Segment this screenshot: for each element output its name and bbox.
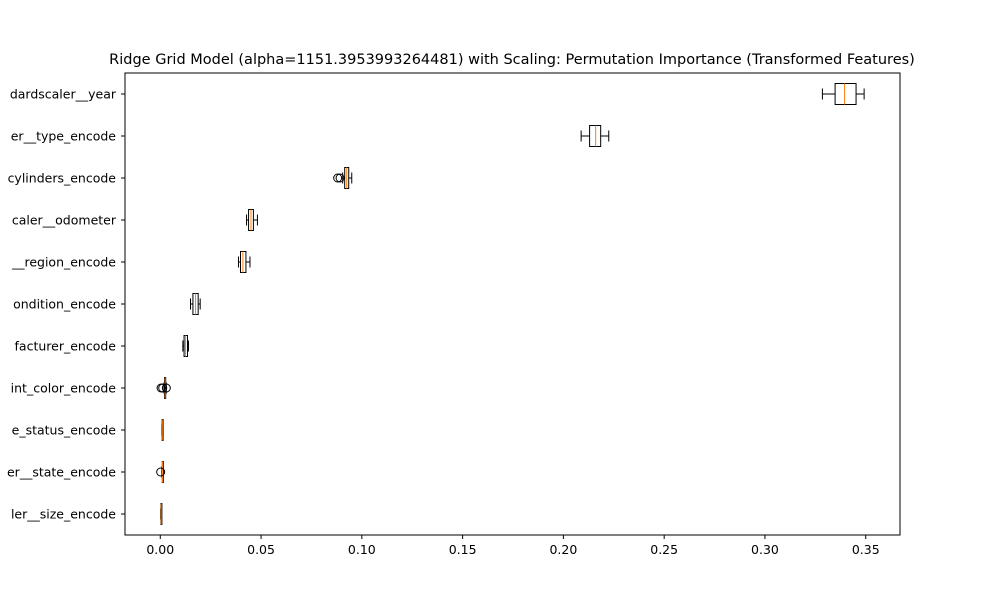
outlier-point <box>335 173 345 183</box>
box <box>834 83 857 105</box>
x-axis: 0.00 0.05 0.10 0.15 0.20 0.25 0.30 0.35 <box>146 535 880 557</box>
y-tick-label: ondition_encode <box>13 297 116 312</box>
axes-frame <box>124 72 901 536</box>
outlier-point <box>161 383 171 393</box>
x-tick-label: 0.15 <box>449 542 477 557</box>
outlier-point <box>156 467 166 477</box>
x-tick-label: 0.35 <box>852 542 880 557</box>
box-group <box>190 293 201 315</box>
y-tick-label: ler__size_encode <box>11 507 116 522</box>
y-tick-label: er__state_encode <box>7 465 116 480</box>
y-tick-label: er__type_encode <box>11 129 117 144</box>
outlier-point <box>333 173 343 183</box>
y-axis: dardscaler__year er__type_encode cylinders… <box>7 87 125 522</box>
y-tick-label: __region_encode <box>11 255 116 270</box>
box-group <box>156 461 166 483</box>
y-tick-label: dardscaler__year <box>10 87 117 102</box>
box-group <box>580 125 610 147</box>
box-group <box>237 251 251 273</box>
box-group <box>246 209 258 231</box>
box-group <box>161 419 164 441</box>
box-group <box>821 83 865 105</box>
x-tick-label: 0.10 <box>348 542 376 557</box>
outlier-point <box>158 383 168 393</box>
box-group <box>156 377 171 399</box>
x-tick-label: 0.05 <box>247 542 275 557</box>
x-tick-label: 0.25 <box>650 542 678 557</box>
y-tick-label: cylinders_encode <box>8 171 117 186</box>
x-tick-label: 0.30 <box>751 542 779 557</box>
box-group <box>182 335 189 357</box>
y-tick-label: facturer_encode <box>15 339 117 354</box>
chart-title: Ridge Grid Model (alpha=1151.39539932644… <box>109 52 915 68</box>
x-tick-label: 0.20 <box>549 542 577 557</box>
x-tick-label: 0.00 <box>146 542 174 557</box>
plot-area <box>156 83 865 525</box>
y-tick-label: int_color_encode <box>11 381 117 396</box>
box <box>589 125 602 147</box>
y-tick-label: e_status_encode <box>12 423 117 438</box>
y-tick-label: caler__odometer <box>12 213 117 228</box>
box-group <box>333 167 353 189</box>
box-group <box>160 503 163 525</box>
